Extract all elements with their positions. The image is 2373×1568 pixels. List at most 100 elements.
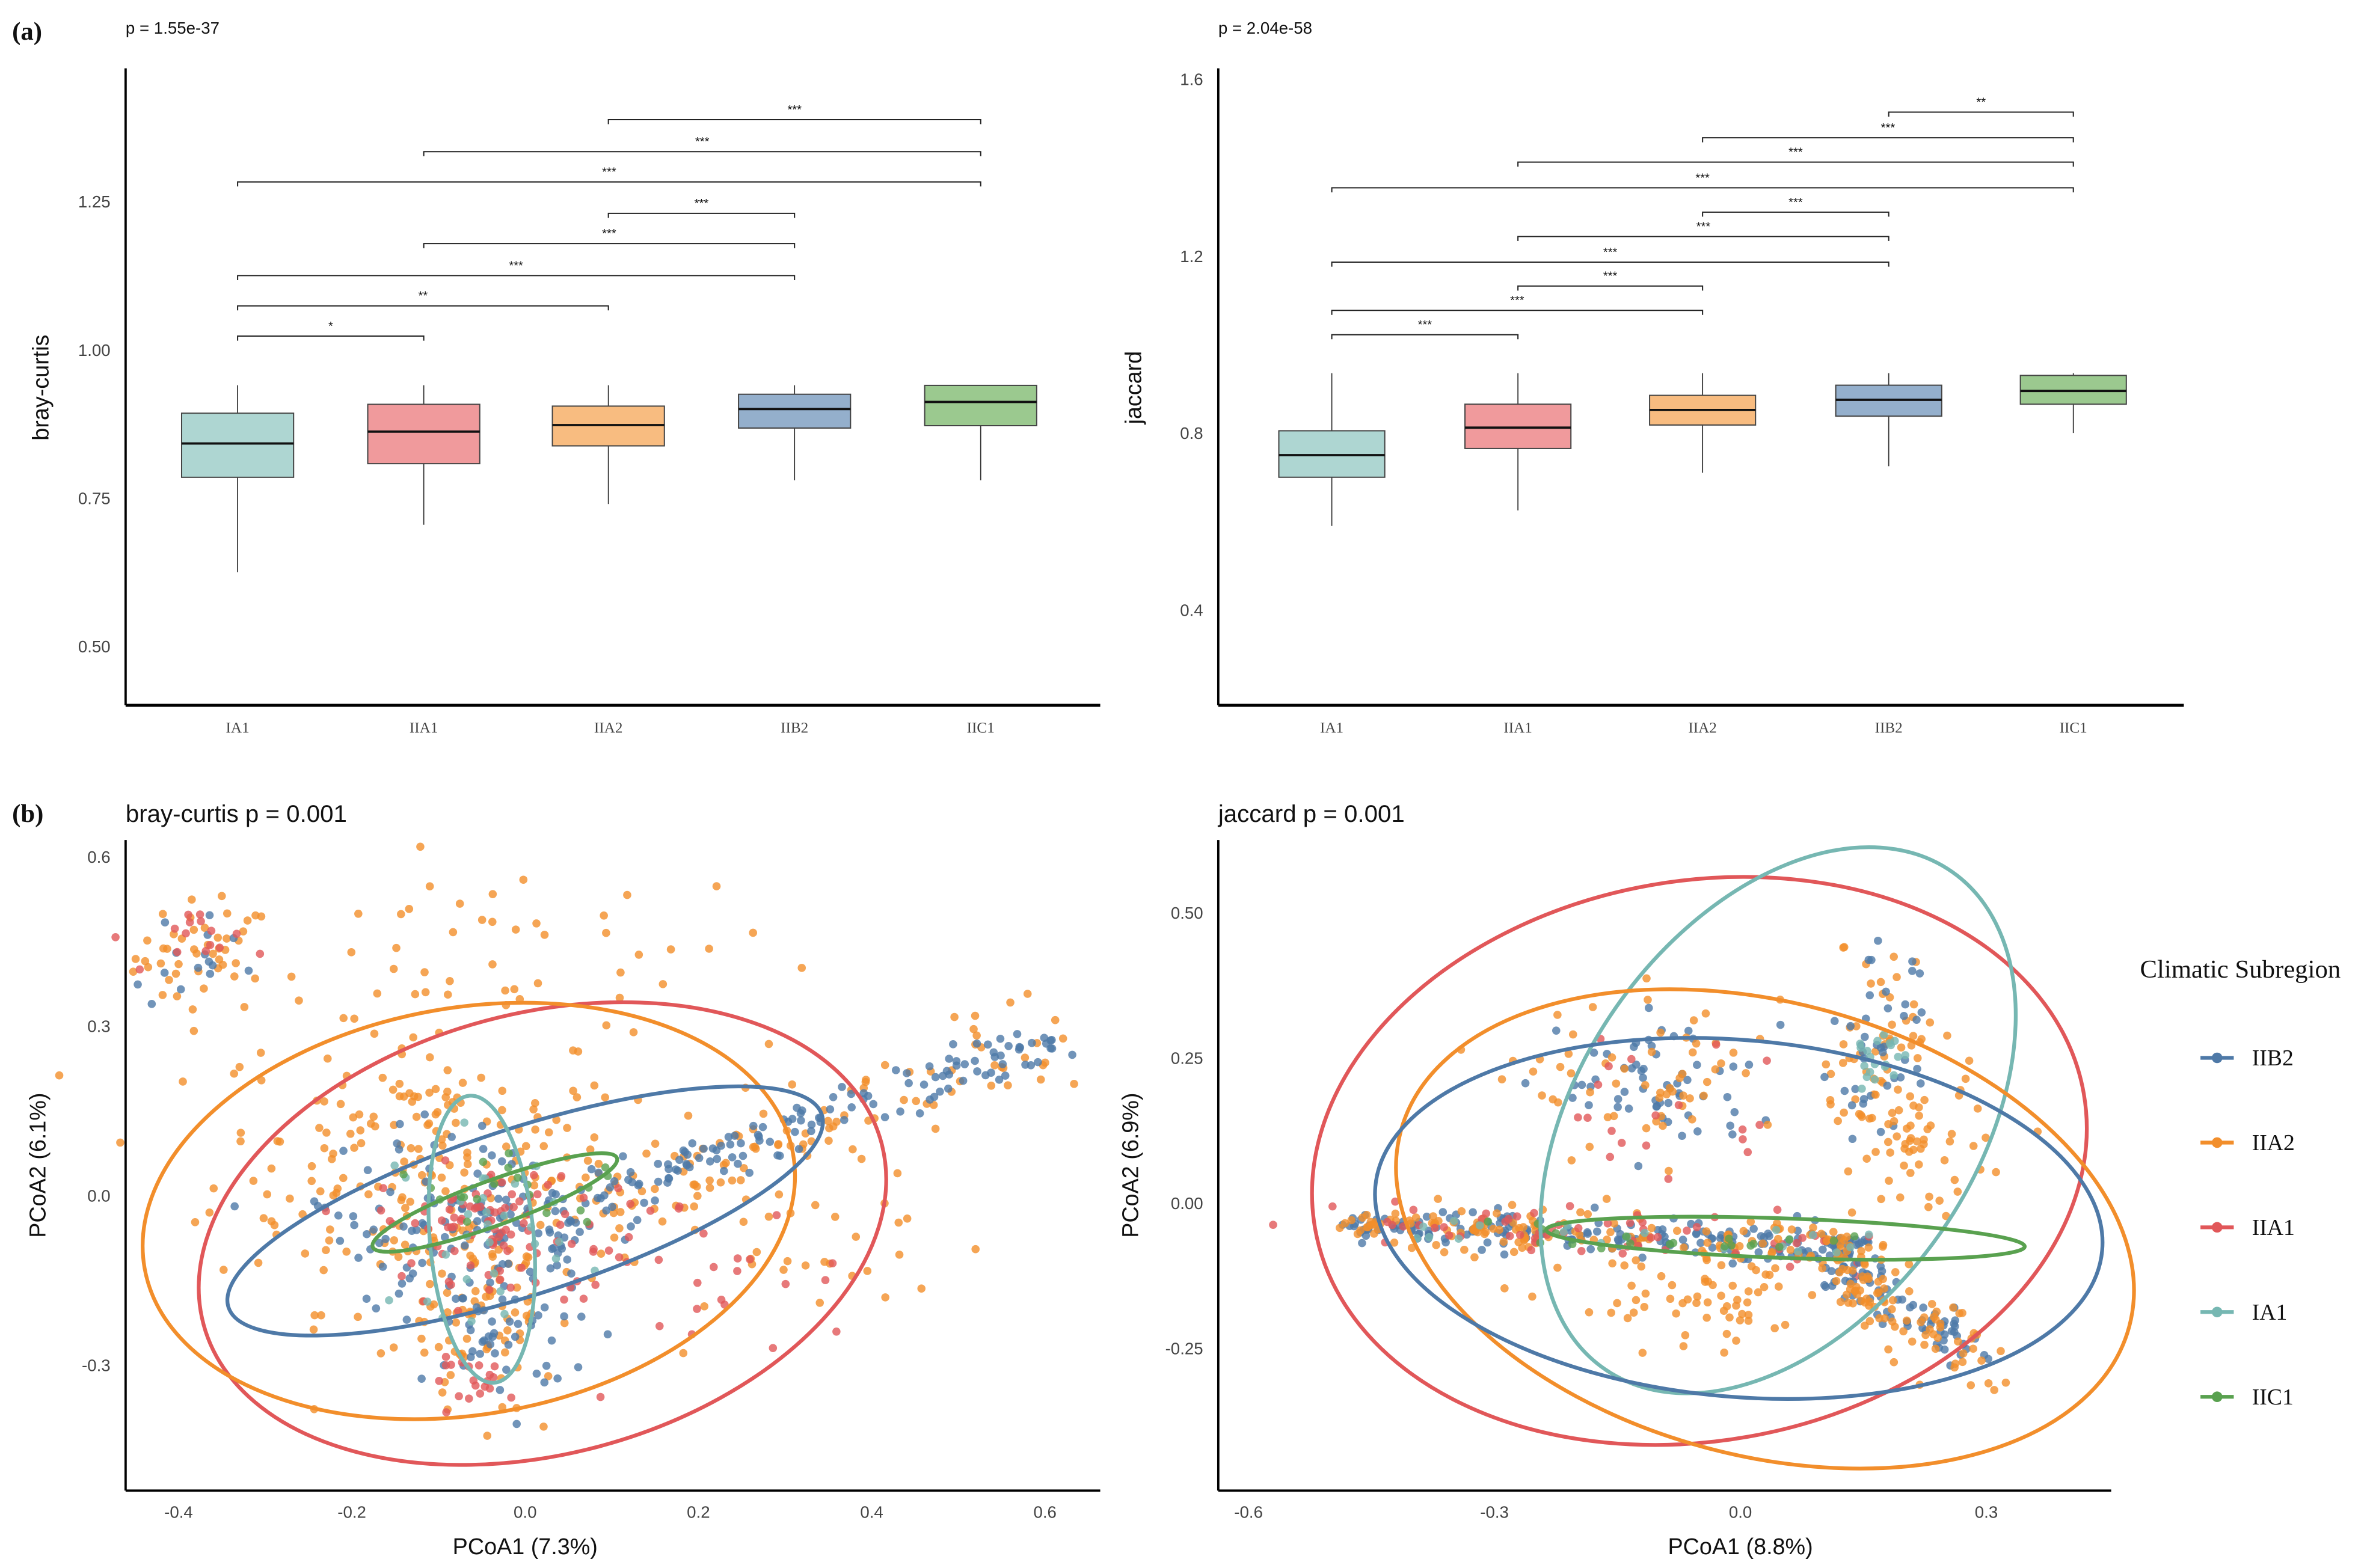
point-IIC1 [1622, 1232, 1630, 1241]
point-IIB2 [1613, 1103, 1622, 1112]
point-IIA2 [1429, 1212, 1437, 1220]
point-IIB2 [310, 1197, 319, 1205]
point-IIA2 [1761, 1270, 1770, 1279]
point-IIA2 [609, 1208, 618, 1217]
point-IIA2 [1901, 1139, 1910, 1148]
significance-label: *** [1788, 146, 1803, 159]
point-IIA2 [443, 1308, 452, 1317]
point-IIA2 [824, 1136, 833, 1145]
point-IIA2 [1657, 1272, 1666, 1281]
point-IIA1 [185, 918, 194, 926]
point-IIA2 [325, 1236, 334, 1245]
point-IIC1 [479, 1157, 488, 1166]
point-IIA2 [1036, 1075, 1045, 1084]
point-IIB2 [738, 1151, 748, 1160]
legend-item-IIB2: IIB2 [2252, 1046, 2294, 1071]
legend-item-IIC1: IIC1 [2252, 1385, 2294, 1410]
point-IIA2 [1672, 1227, 1681, 1235]
legend-item-IIA2: IIA2 [2252, 1130, 2295, 1156]
point-IIA2 [1470, 1253, 1479, 1261]
point-IIB2 [1634, 1162, 1643, 1171]
point-IIA1 [733, 1267, 741, 1275]
point-IIB2 [502, 1195, 511, 1204]
point-IIA2 [425, 882, 434, 891]
point-IIA2 [716, 1178, 725, 1187]
significance-label: *** [787, 103, 802, 117]
point-IIA2 [1973, 1104, 1982, 1113]
point-IIA2 [500, 1348, 509, 1357]
point-IIA2 [931, 1124, 940, 1133]
point-IIA1 [560, 1210, 569, 1219]
point-IIB2 [930, 1092, 939, 1101]
point-IIA2 [249, 1177, 258, 1185]
point-IA1 [423, 1297, 432, 1306]
point-IIA2 [583, 1156, 592, 1165]
point-IIB2 [1883, 1082, 1892, 1090]
point-IIB2 [362, 1294, 371, 1303]
point-IIB2 [514, 1320, 523, 1328]
point-IA1 [1846, 1243, 1855, 1252]
box-IIA1 [367, 403, 480, 465]
point-IIA1 [491, 1208, 499, 1217]
point-IIA2 [1818, 1264, 1826, 1273]
point-IIA2 [1610, 1219, 1618, 1228]
point-IIA1 [646, 1207, 655, 1215]
point-IIA2 [863, 1267, 872, 1275]
point-IIA2 [223, 909, 232, 918]
point-IIB2 [1867, 955, 1876, 964]
point-IIA2 [498, 1106, 506, 1115]
significance-bracket [1702, 211, 1889, 217]
point-IIB2 [230, 1202, 239, 1211]
point-IIA2 [1906, 1169, 1915, 1177]
point-IIA1 [1738, 1125, 1747, 1134]
point-IIA2 [158, 991, 167, 999]
point-IIA2 [287, 972, 296, 981]
point-IIB2 [717, 1141, 725, 1150]
legend-title: Climatic Subregion [2140, 955, 2341, 984]
point-IIB2 [1876, 1127, 1885, 1136]
point-IIA2 [594, 1159, 603, 1168]
point-IIC1 [1665, 1240, 1674, 1249]
point-IIA2 [1958, 1309, 1966, 1317]
point-IIB2 [755, 1136, 764, 1145]
point-IIA1 [1594, 1080, 1603, 1089]
point-IIB2 [734, 1159, 742, 1168]
point-IIB2 [826, 1105, 835, 1113]
point-IIB2 [502, 1365, 511, 1374]
point-IIB2 [608, 1202, 616, 1211]
point-IIA2 [722, 1159, 730, 1168]
point-IIB2 [1591, 1203, 1599, 1212]
point-IIA2 [452, 1318, 461, 1327]
point-IIA1 [207, 926, 216, 935]
point-IIA2 [1889, 952, 1898, 961]
point-IIA2 [1583, 1210, 1592, 1219]
x-tick-label: IIC1 [967, 720, 995, 736]
point-IIA2 [1883, 1138, 1893, 1147]
point-IA1 [496, 1287, 505, 1296]
point-IIA2 [1826, 1096, 1835, 1104]
point-IIA2 [693, 1192, 702, 1201]
point-IIA2 [700, 1302, 708, 1311]
point-IIB2 [903, 1069, 911, 1077]
point-IIB2 [512, 1419, 521, 1429]
point-IIA1 [589, 1248, 598, 1256]
point-IIA1 [476, 1389, 485, 1398]
significance-bracket [1331, 262, 1889, 267]
point-IIB2 [1729, 1062, 1738, 1071]
point-IIA2 [739, 1217, 748, 1227]
point-IIA2 [1786, 1246, 1795, 1254]
point-IA1 [1856, 1040, 1864, 1048]
point-IIA2 [1481, 1228, 1490, 1237]
point-IIA1 [1642, 1141, 1651, 1150]
point-IIA1 [474, 1361, 484, 1370]
point-IIA2 [1728, 1281, 1737, 1290]
point-IIA1 [1625, 1219, 1635, 1227]
point-IIA2 [1608, 1259, 1616, 1268]
point-IIA2 [1877, 1195, 1885, 1204]
point-IIA2 [749, 928, 758, 937]
point-IIA2 [1839, 943, 1847, 952]
point-IIA2 [1051, 1015, 1060, 1024]
point-IIB2 [1754, 1248, 1763, 1257]
point-IIA2 [310, 1311, 319, 1320]
point-IIA2 [1893, 1132, 1901, 1141]
